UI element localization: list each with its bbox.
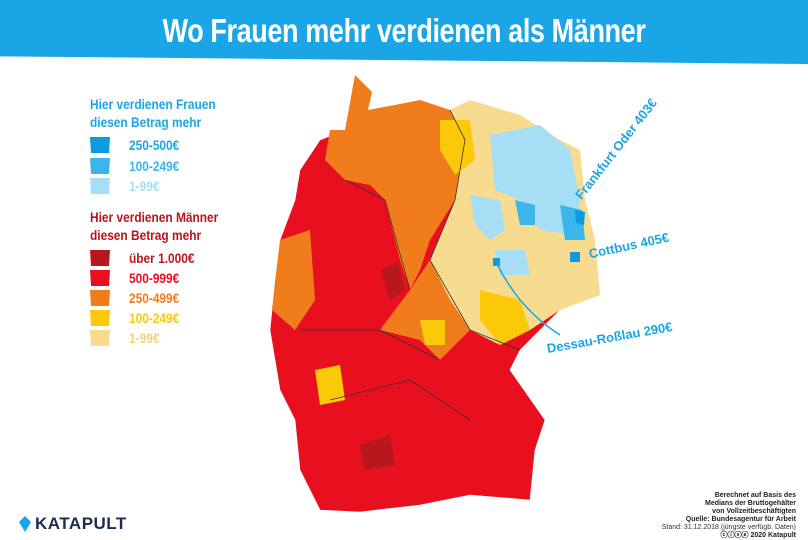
legend-swatch [90,270,110,286]
region-yellow [315,365,345,405]
legend-item: 250-499€ [90,290,188,306]
legend-label: 100-249€ [129,158,180,174]
source-note: Berechnet auf Basis des Medians der Brutt… [661,492,796,539]
legend-item: 500-999€ [90,270,188,286]
legend-label: 500-999€ [129,270,180,286]
legend-label: 1-99€ [129,178,160,194]
legend-swatch [90,137,110,153]
dessau-pointer-line [496,263,561,336]
region-orange-north [325,75,470,290]
region-yellow [420,320,445,345]
legend-item: 100-249€ [90,310,188,326]
region-dark-red [360,435,395,470]
region-light-blue [495,250,530,275]
region-light-blue [490,125,580,235]
legend-swatch [90,330,110,346]
legend-item: 250-500€ [90,137,188,153]
region-yellow [440,120,475,175]
region-dark-red [380,262,405,300]
region-yellow [480,290,530,345]
title-banner [0,0,808,64]
legend-swatch [90,310,110,326]
region-dark-blue [493,258,500,266]
region-dark-blue [570,252,580,262]
legend-label: 1-99€ [129,330,160,346]
region-dark-blue [575,210,585,225]
katapult-logo: KATAPULT [18,514,127,534]
state-borders [300,109,521,421]
legend-item: 100-249€ [90,158,188,174]
legend-item: über 1.000€ [90,250,206,266]
legend-swatch [90,178,110,194]
legend-swatch [90,158,110,174]
legend-label: über 1.000€ [129,250,195,266]
legend-swatch [90,290,110,306]
page-title: Wo Frauen mehr verdienen als Männer [162,12,646,49]
region-orange-west [272,230,315,330]
legend-label: 250-499€ [129,290,180,306]
legend-label: 250-500€ [129,137,180,153]
legend-label: 100-249€ [129,310,180,326]
region-orange-center [380,260,470,360]
legend-item: 1-99€ [90,178,165,194]
legend-women-heading: Hier verdienen Frauen diesen Betrag mehr [90,96,216,130]
region-light-blue [470,195,505,240]
legend-item: 1-99€ [90,330,165,346]
legend-swatch [90,250,110,266]
legend-men-heading: Hier verdienen Männer diesen Betrag mehr [90,209,219,243]
region-mid-blue [515,200,535,225]
logo-icon [19,516,31,532]
